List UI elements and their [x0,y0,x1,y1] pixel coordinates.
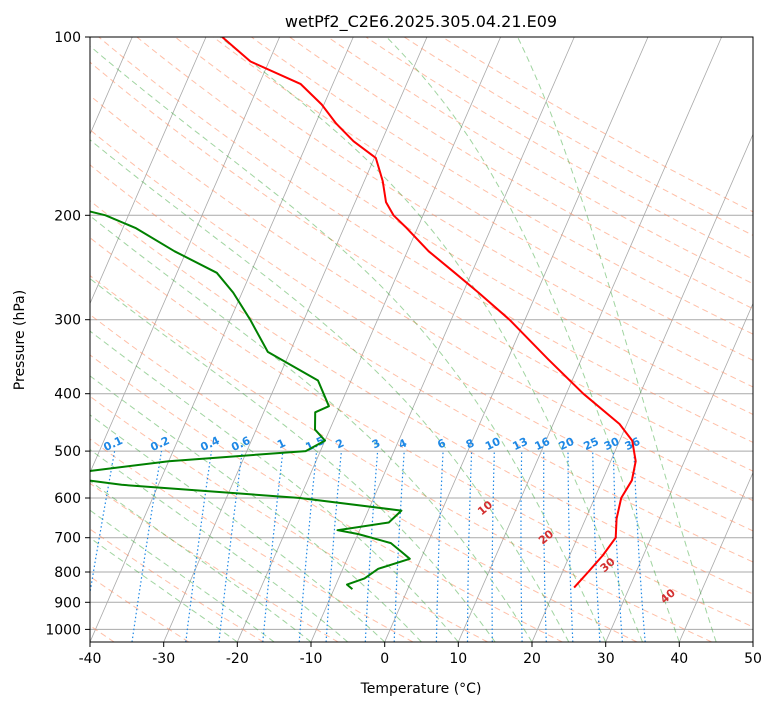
y-tick-label: 600 [54,491,81,507]
y-tick-label: 100 [54,30,81,46]
x-tick-label: -30 [152,651,175,667]
y-tick-label: 200 [54,208,81,224]
y-tick-label: 300 [54,313,81,329]
x-tick-label: -20 [226,651,249,667]
x-axis-label: Temperature (°C) [360,681,482,697]
y-tick-label: 700 [54,531,81,547]
x-tick-label: 20 [523,651,541,667]
x-tick-label: -40 [79,651,102,667]
y-tick-label: 400 [54,387,81,403]
y-tick-label: 900 [54,595,81,611]
y-tick-label: 800 [54,565,81,581]
y-tick-label: 500 [54,444,81,460]
chart-title: wetPf2_C2E6.2025.305.04.21.E09 [285,12,557,32]
x-tick-label: 30 [597,651,615,667]
x-tick-label: 10 [449,651,467,667]
x-tick-label: -10 [300,651,323,667]
x-tick-label: 50 [744,651,762,667]
y-tick-label: 1000 [45,622,81,638]
y-axis-label: Pressure (hPa) [12,290,28,390]
x-tick-label: 0 [380,651,389,667]
x-tick-label: 40 [670,651,688,667]
